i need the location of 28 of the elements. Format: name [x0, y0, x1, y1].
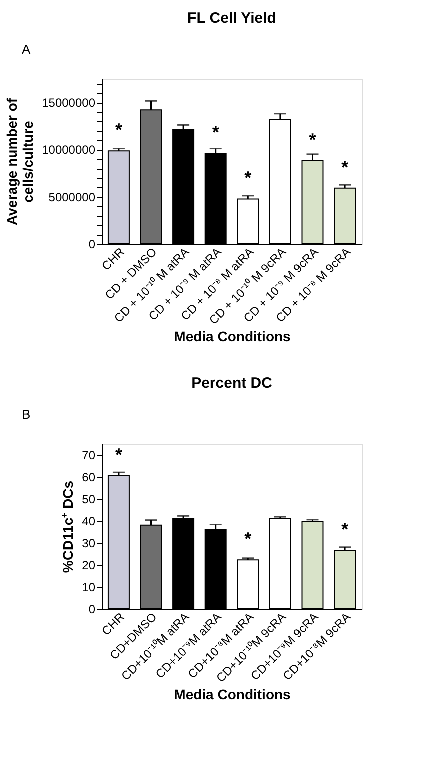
- chart-title: FL Cell Yield: [188, 10, 276, 27]
- y-tick-label: 10000000: [42, 143, 96, 158]
- x-axis-title: Media Conditions: [174, 686, 292, 703]
- y-tick-label: 50: [82, 492, 96, 506]
- chart-title: Percent DC: [192, 375, 273, 392]
- y-tick-label: 30: [82, 536, 96, 550]
- y-tick-label: 40: [82, 514, 96, 528]
- annotation: *: [244, 168, 252, 188]
- text: A: [22, 42, 31, 57]
- y-tick-label: 60: [82, 470, 96, 484]
- y-tick-label: 0: [88, 602, 96, 616]
- y-tick-label: 10: [82, 580, 96, 594]
- y-axis-title: Average number of cells/culture: [4, 98, 36, 226]
- annotation: *: [115, 444, 122, 465]
- annotation: *: [342, 520, 349, 540]
- annotation: *: [212, 122, 220, 142]
- annotation: *: [244, 529, 252, 550]
- y-axis-title: %CD11c⁺ DCs: [60, 480, 76, 574]
- annotation: *: [342, 157, 349, 178]
- y-tick-label: 5000000: [48, 190, 96, 204]
- annotation: *: [115, 120, 122, 140]
- annotation: *: [309, 130, 316, 150]
- y-tick-label: 15000000: [42, 96, 96, 110]
- x-axis-title: Media Conditions: [174, 328, 292, 345]
- text: B: [22, 407, 31, 422]
- y-tick-label: 20: [82, 558, 96, 572]
- y-tick-label: 70: [82, 448, 96, 462]
- y-tick-label: 0: [88, 238, 96, 252]
